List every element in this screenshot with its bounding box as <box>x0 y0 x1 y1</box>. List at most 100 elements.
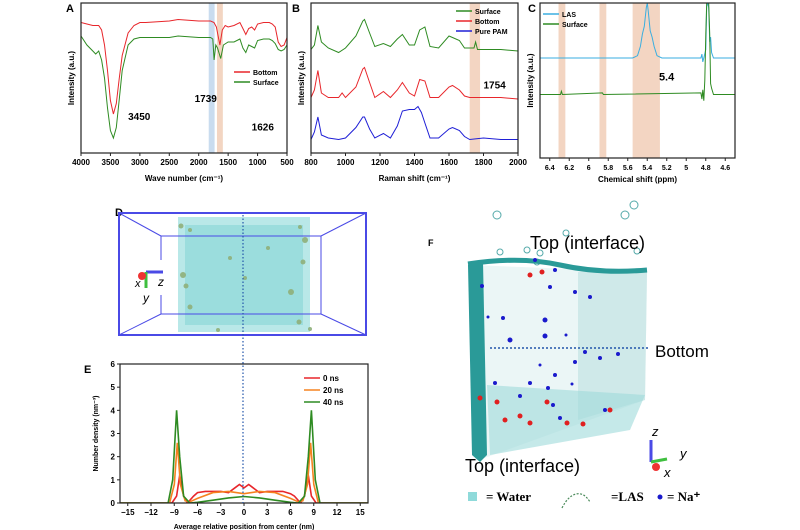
legend-label: 20 ns <box>323 386 344 395</box>
peak-annotation: 5.4 <box>659 72 675 84</box>
y-tick-label: 5 <box>111 383 116 392</box>
legend-label: Surface <box>562 22 588 29</box>
chart-panel-a: A 4000 3500 3000 2500 2000 1500 1000 500 Wave num… <box>66 2 294 183</box>
water-slab-bottom <box>487 385 645 455</box>
las-headgroup <box>517 413 523 419</box>
series-line-0-ns <box>120 475 368 503</box>
sodium-legend-dot <box>657 494 663 500</box>
x-tick-label: 5.2 <box>662 165 672 172</box>
sodium-ion <box>480 284 484 288</box>
sodium-legend-label: = Na⁺ <box>667 489 701 504</box>
x-tick-label: 1800 <box>475 158 493 167</box>
axis-backdrop <box>150 260 164 295</box>
las-headgroup <box>477 395 483 401</box>
sodium-ion <box>546 386 550 390</box>
x-tick-label: 9 <box>312 508 317 517</box>
axis-x-label: x <box>134 278 141 290</box>
legend-label: LAS <box>562 12 576 19</box>
y-axis-title: Intensity (a.u.) <box>297 51 306 106</box>
panel-d-simulation-box: D x z y <box>115 207 367 503</box>
highlight-band <box>558 3 566 158</box>
las-headgroup <box>494 399 500 405</box>
highlight-band <box>469 3 481 153</box>
legend-label: Pure PAM <box>475 29 508 36</box>
x-tick-label: 15 <box>356 508 365 517</box>
water-legend-swatch <box>468 492 477 501</box>
peak-annotation: 1739 <box>195 94 218 105</box>
las-headgroup <box>502 417 508 423</box>
y-axis-title: Number density (nm⁻³) <box>93 395 100 471</box>
legend-item: 20 ns <box>304 386 344 395</box>
sodium-ion <box>570 382 574 386</box>
sodium-ion <box>542 317 548 323</box>
plot-frame <box>539 2 736 159</box>
legend-item: 0 ns <box>304 374 340 383</box>
x-tick-label: 3 <box>265 508 270 517</box>
x-tick-label: 4.8 <box>701 165 711 172</box>
sodium-ion <box>518 394 522 398</box>
x-tick-label: 1200 <box>371 158 389 167</box>
x-tick-label: 5.6 <box>623 165 633 172</box>
x-axis-title: Average relative position from center (n… <box>174 524 315 530</box>
x-tick-label: 6 <box>587 165 591 172</box>
series-line-bottom <box>81 18 287 115</box>
x-tick-label: 1500 <box>219 158 237 167</box>
legend-item: Bottom <box>234 70 278 77</box>
panel-label: B <box>292 3 300 15</box>
x-tick-label: 800 <box>304 158 318 167</box>
water-slab-left-edge <box>468 262 487 462</box>
series-line-bottom <box>311 66 518 100</box>
sodium-ion <box>616 352 620 356</box>
x-tick-label: 3500 <box>102 158 120 167</box>
x-tick-label: 5.8 <box>603 165 613 172</box>
y-tick-label: 0 <box>111 499 116 508</box>
panel-label: C <box>528 3 536 15</box>
x-tick-label: 6.4 <box>545 165 555 172</box>
peak-annotation: 3450 <box>128 112 151 123</box>
sodium-ion <box>558 416 562 420</box>
axis-z-label: z <box>157 275 164 289</box>
x-axis-title: Chemical shift (ppm) <box>598 175 677 184</box>
x-tick-label: −3 <box>216 508 226 517</box>
x-tick-label: 0 <box>242 508 247 517</box>
axis-z-label: z <box>651 424 659 439</box>
las-headgroup <box>607 407 613 413</box>
sodium-ion <box>528 381 532 385</box>
sodium-ion <box>486 315 490 319</box>
axis-x-label: x <box>663 465 671 480</box>
x-tick-label: 12 <box>333 508 342 517</box>
las-headgroup <box>527 272 533 278</box>
plot-frame <box>80 2 288 154</box>
las-headgroup <box>580 421 586 427</box>
legend-label: 0 ns <box>323 374 340 383</box>
highlight-band <box>599 3 607 158</box>
peak-annotation: 1754 <box>484 81 507 92</box>
x-tick-label: −6 <box>193 508 203 517</box>
sodium-ion <box>583 350 587 354</box>
y-tick-label: 6 <box>111 360 116 369</box>
water-slab-right <box>578 272 647 420</box>
water-legend-label: = Water <box>486 489 531 504</box>
y-tick-label: 1 <box>111 476 116 485</box>
sodium-ion <box>538 363 542 367</box>
sodium-ions <box>477 258 620 427</box>
x-tick-label: 1600 <box>440 158 458 167</box>
legend-label: Surface <box>475 9 501 16</box>
bottom-label: Bottom <box>655 342 709 361</box>
legend-item: Surface <box>234 80 279 87</box>
legend-label: 40 ns <box>323 398 344 407</box>
y-tick-label: 4 <box>111 406 116 415</box>
legend-item: Bottom <box>456 19 500 26</box>
legend-label: Bottom <box>475 19 500 26</box>
water-slab-top-edge <box>467 257 648 274</box>
top-interface-label-lower: Top (interface) <box>465 456 580 476</box>
series-line-surface <box>540 3 735 101</box>
axes-triad-icon <box>649 440 668 471</box>
x-tick-label: 1000 <box>337 158 355 167</box>
sodium-ion <box>507 337 513 343</box>
axis-y-label: y <box>679 446 688 461</box>
series-line-pure-pam <box>311 105 518 141</box>
panel-label: E <box>84 364 91 376</box>
y-tick-label: 3 <box>111 430 116 439</box>
